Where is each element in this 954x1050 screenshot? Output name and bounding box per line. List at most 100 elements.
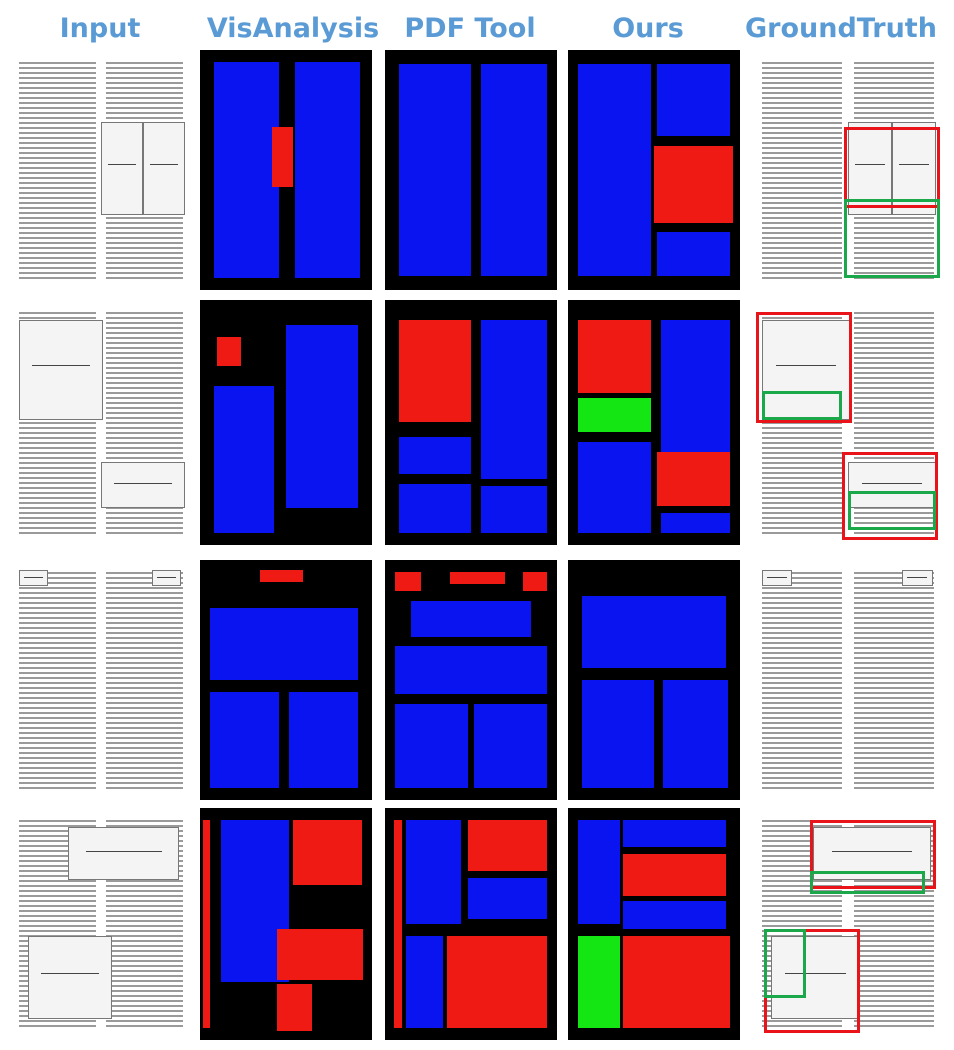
text-line — [19, 252, 96, 254]
text-line — [106, 920, 183, 922]
text-line — [761, 662, 843, 664]
text-line — [19, 757, 96, 759]
figure-region — [277, 984, 312, 1031]
text-line — [761, 627, 843, 629]
text-region — [395, 646, 547, 695]
text-line — [19, 67, 96, 69]
text-line — [19, 462, 96, 464]
text-line — [106, 697, 183, 699]
text-line — [761, 925, 843, 927]
text-line — [761, 757, 843, 759]
text-line — [106, 820, 183, 822]
text-line — [106, 682, 183, 684]
text-line — [853, 457, 935, 459]
text-line — [853, 627, 935, 629]
text-line — [853, 392, 935, 394]
text-line — [853, 607, 935, 609]
text-line — [761, 687, 843, 689]
text-line — [19, 487, 96, 489]
text-line — [761, 162, 843, 164]
text-line — [853, 925, 935, 927]
text-line — [19, 905, 96, 907]
text-line — [761, 920, 843, 922]
text-line — [19, 162, 96, 164]
text-line — [106, 900, 183, 902]
text-line — [19, 127, 96, 129]
text-line — [761, 272, 843, 274]
text-line — [19, 830, 96, 832]
text-line — [19, 1025, 96, 1027]
text-line — [853, 447, 935, 449]
text-line — [106, 737, 183, 739]
column-header-input: Input — [59, 13, 141, 44]
text-line — [106, 825, 183, 827]
text-line — [19, 102, 96, 104]
text-line — [19, 1020, 96, 1022]
text-line — [761, 462, 843, 464]
text-line — [761, 830, 843, 832]
text-region — [474, 704, 547, 788]
text-line — [761, 870, 843, 872]
text-line — [106, 975, 183, 977]
text-line — [19, 855, 96, 857]
text-region — [398, 64, 471, 276]
text-line — [853, 762, 935, 764]
row3-pdf-tool-map — [385, 560, 557, 800]
text-line — [19, 602, 96, 604]
text-line — [761, 612, 843, 614]
text-line — [19, 682, 96, 684]
text-line — [19, 422, 96, 424]
gt-caption-box — [761, 390, 843, 421]
text-line — [106, 357, 183, 359]
text-region — [210, 608, 359, 680]
text-line — [853, 417, 935, 419]
text-region — [410, 600, 532, 637]
text-line — [761, 72, 843, 74]
text-line — [761, 522, 843, 524]
text-line — [106, 242, 183, 244]
text-line — [19, 242, 96, 244]
text-line — [761, 157, 843, 159]
text-line — [853, 772, 935, 774]
text-line — [19, 612, 96, 614]
text-line — [19, 845, 96, 847]
text-line — [106, 322, 183, 324]
text-line — [19, 697, 96, 699]
text-line — [106, 92, 183, 94]
text-line — [761, 717, 843, 719]
text-line — [19, 112, 96, 114]
text-line — [853, 432, 935, 434]
text-line — [853, 507, 935, 509]
text-line — [106, 517, 183, 519]
text-line — [853, 412, 935, 414]
text-line — [853, 72, 935, 74]
text-line — [19, 177, 96, 179]
text-line — [853, 687, 935, 689]
text-line — [106, 417, 183, 419]
text-line — [761, 592, 843, 594]
text-line — [761, 697, 843, 699]
text-line — [853, 895, 935, 897]
text-line — [106, 955, 183, 957]
text-line — [106, 935, 183, 937]
text-line — [106, 602, 183, 604]
text-line — [853, 272, 935, 274]
text-line — [106, 597, 183, 599]
text-line — [761, 507, 843, 509]
text-line — [19, 187, 96, 189]
text-line — [853, 337, 935, 339]
figure-region — [450, 572, 506, 584]
text-line — [106, 527, 183, 529]
text-line — [761, 472, 843, 474]
text-line — [19, 870, 96, 872]
text-line — [761, 477, 843, 479]
figure-region — [203, 819, 211, 1029]
text-line — [853, 955, 935, 957]
text-line — [106, 612, 183, 614]
text-line — [761, 702, 843, 704]
gt-caption-box — [844, 198, 941, 278]
text-line — [19, 782, 96, 784]
text-line — [106, 940, 183, 942]
text-line — [761, 732, 843, 734]
text-line — [761, 875, 843, 877]
